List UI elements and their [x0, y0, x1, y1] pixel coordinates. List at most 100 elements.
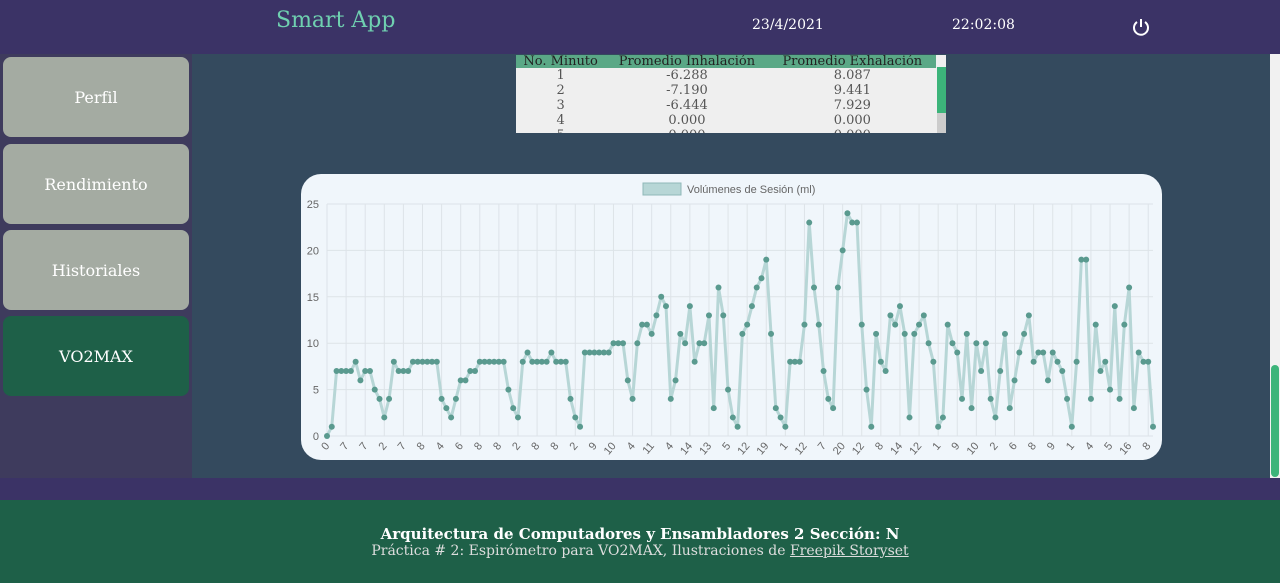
data-point	[772, 405, 779, 412]
data-point	[1126, 284, 1133, 291]
data-point	[553, 358, 560, 365]
footer-practice: Práctica # 2: Espirómetro para VO2MAX, I…	[371, 543, 786, 559]
x-tick-label: 9	[949, 440, 962, 452]
data-point	[935, 423, 942, 430]
x-tick-label: 19	[754, 440, 771, 457]
table-cell: 4	[556, 113, 565, 128]
data-point	[753, 284, 760, 291]
data-point	[1135, 349, 1142, 356]
data-point	[701, 340, 708, 347]
data-point	[1073, 358, 1080, 365]
data-point	[1121, 321, 1128, 328]
data-point	[696, 340, 703, 347]
data-point	[591, 349, 598, 356]
table-cell: 9.441	[833, 83, 871, 98]
x-tick-label: 8	[1140, 440, 1153, 452]
data-point	[405, 368, 412, 375]
table-container: No. Minuto Promedio Inhalación Promedio Ex…	[516, 55, 946, 133]
data-point	[834, 284, 841, 291]
data-point	[328, 423, 335, 430]
data-point	[448, 414, 455, 421]
data-point	[997, 368, 1004, 375]
data-point	[1001, 330, 1008, 337]
data-point	[715, 284, 722, 291]
app-title[interactable]: Smart App	[276, 8, 396, 33]
data-point	[1054, 358, 1061, 365]
data-point	[371, 386, 378, 393]
x-tick-label: 7	[816, 440, 829, 452]
data-point	[524, 349, 531, 356]
x-tick-label: 4	[663, 440, 676, 452]
data-point	[429, 358, 436, 365]
data-point	[1111, 303, 1118, 310]
nav-perfil[interactable]: Perfil	[3, 57, 189, 137]
power-button[interactable]	[1132, 17, 1150, 37]
x-tick-label: 8	[491, 440, 504, 452]
data-point	[682, 340, 689, 347]
data-point	[634, 340, 641, 347]
data-point	[577, 423, 584, 430]
data-point	[806, 219, 813, 226]
data-point	[1150, 423, 1156, 430]
data-point	[768, 330, 775, 337]
table-cell: -7.190	[666, 83, 708, 98]
nav-vo2max[interactable]: VO2MAX	[3, 316, 189, 396]
x-tick-label: 2	[510, 440, 523, 452]
data-point	[1078, 256, 1085, 263]
x-tick-label: 4	[1083, 440, 1096, 452]
data-point	[395, 368, 402, 375]
x-tick-label: 8	[415, 440, 428, 452]
data-point	[911, 330, 918, 337]
x-tick-label: 2	[567, 440, 580, 452]
data-point	[729, 414, 736, 421]
data-point	[839, 247, 846, 254]
nav-historiales[interactable]: Historiales	[3, 230, 189, 310]
data-point	[1011, 377, 1018, 384]
data-point	[892, 321, 899, 328]
table-cell: -6.444	[666, 98, 708, 113]
table-cell: 1	[556, 68, 565, 83]
data-point	[782, 423, 789, 430]
data-point	[538, 358, 545, 365]
sidebar: Perfil Rendimiento Historiales VO2MAX	[0, 54, 192, 478]
column-header: No. Minuto	[516, 55, 606, 68]
data-point	[873, 330, 880, 337]
y-tick-label: 15	[307, 292, 319, 304]
data-point	[629, 395, 636, 402]
data-point	[639, 321, 646, 328]
data-point	[1116, 395, 1123, 402]
x-tick-label: 8	[1026, 440, 1039, 452]
data-point	[324, 433, 330, 439]
data-point	[734, 423, 741, 430]
x-tick-label: 11	[640, 440, 657, 456]
data-point	[1068, 423, 1075, 430]
table-scroll-thumb[interactable]	[937, 67, 946, 113]
data-point	[920, 312, 927, 319]
data-point	[581, 349, 588, 356]
page-scrollbar[interactable]	[1270, 54, 1280, 478]
data-point	[1030, 358, 1037, 365]
table-header: No. Minuto Promedio Inhalación Promedio Ex…	[516, 55, 936, 68]
data-point	[1049, 349, 1056, 356]
x-tick-label: 9	[587, 440, 600, 452]
data-point	[748, 303, 755, 310]
data-point	[648, 330, 655, 337]
footer-link[interactable]: Freepik Storyset	[789, 543, 909, 559]
data-point	[1021, 330, 1028, 337]
x-tick-label: 12	[850, 440, 867, 457]
footer: Arquitectura de Computadores y Ensamblad…	[0, 500, 1280, 583]
legend-label: Volúmenes de Sesión (ml)	[687, 184, 815, 196]
page-scroll-thumb[interactable]	[1271, 365, 1279, 477]
data-point	[853, 219, 860, 226]
data-point	[710, 405, 717, 412]
x-tick-label: 6	[1007, 440, 1020, 452]
data-point	[863, 386, 870, 393]
data-point	[686, 303, 693, 310]
nav-rendimiento[interactable]: Rendimiento	[3, 144, 189, 224]
data-point	[811, 284, 818, 291]
data-point	[400, 368, 407, 375]
data-point	[916, 321, 923, 328]
x-tick-label: 5	[1102, 440, 1115, 452]
data-point	[825, 395, 832, 402]
